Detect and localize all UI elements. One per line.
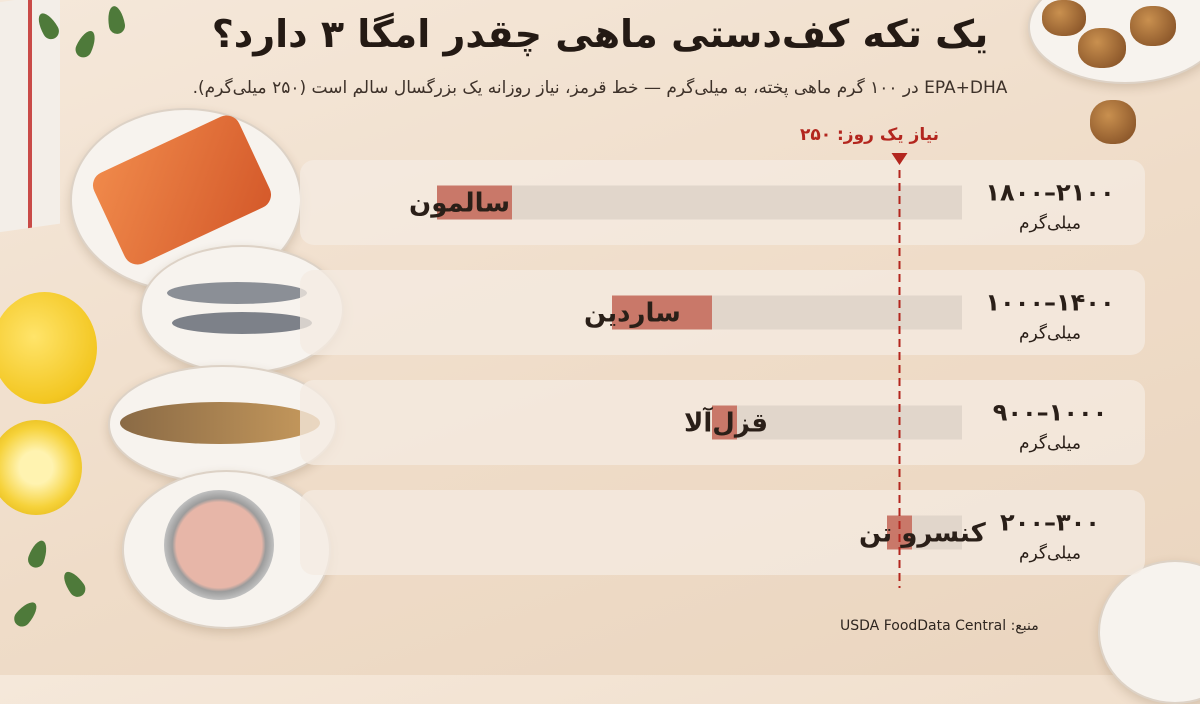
unit-label: میلی‌گرم [1019, 213, 1081, 234]
range-label: ۱۰۰۰–۱۴۰۰ [985, 289, 1114, 317]
bar-track [712, 405, 962, 440]
bar [712, 405, 737, 440]
bar-row: قزل‌آلا ۹۰۰–۱۰۰۰ میلی‌گرم [300, 380, 1145, 465]
category-label: سالمون [409, 189, 510, 219]
bar [437, 185, 512, 220]
walnut-icon [1130, 6, 1176, 46]
walnut-icon [1078, 28, 1126, 68]
page-subtitle: EPA+DHA در ۱۰۰ گرم ماهی پخته، به میلی‌گر… [192, 78, 1008, 98]
range-label: ۱۸۰۰–۲۱۰۰ [985, 179, 1114, 207]
lemon-icon [0, 292, 97, 404]
bar-row: کنسرو تن ۲۰۰–۳۰۰ میلی‌گرم [300, 490, 1145, 575]
unit-label: میلی‌گرم [1019, 543, 1081, 564]
walnut-icon [1042, 0, 1086, 36]
unit-label: میلی‌گرم [1019, 323, 1081, 344]
sardine-plate-icon [140, 245, 344, 374]
range-label: ۹۰۰–۱۰۰۰ [993, 399, 1108, 427]
lemon-icon [0, 420, 82, 515]
category-label: کنسرو تن [859, 519, 987, 549]
omega3-bar-chart: سالمون ۱۸۰۰–۲۱۰۰ میلی‌گرم ساردین ۱۰۰۰–۱۴۰۰ می… [300, 125, 1145, 588]
rows-layer: سالمون ۱۸۰۰–۲۱۰۰ میلی‌گرم ساردین ۱۰۰۰–۱۴۰۰ می… [300, 160, 1145, 575]
category-label: قزل‌آلا [684, 407, 768, 439]
unit-label: میلی‌گرم [1019, 433, 1081, 454]
reference-label: نیاز یک روز: ۲۵۰ [800, 125, 939, 145]
reference-layer: نیاز یک روز: ۲۵۰ [800, 125, 939, 588]
bar-row: سالمون ۱۸۰۰–۲۱۰۰ میلی‌گرم [300, 160, 1145, 245]
bar [612, 295, 712, 330]
trout-plate-icon [108, 365, 337, 484]
page-title: یک تکه کف‌دستی ماهی چقدر امگا ۳ دارد؟ [211, 12, 989, 56]
source-note: منبع: USDA FoodData Central [840, 618, 1039, 634]
bar-track [437, 185, 962, 220]
range-label: ۲۰۰–۳۰۰ [1000, 509, 1100, 537]
walnut-icon [1090, 100, 1136, 144]
category-label: ساردین [584, 299, 681, 329]
bar-row: ساردین ۱۰۰۰–۱۴۰۰ میلی‌گرم [300, 270, 1145, 355]
row-background [300, 490, 1145, 575]
reference-marker-icon [891, 153, 908, 165]
